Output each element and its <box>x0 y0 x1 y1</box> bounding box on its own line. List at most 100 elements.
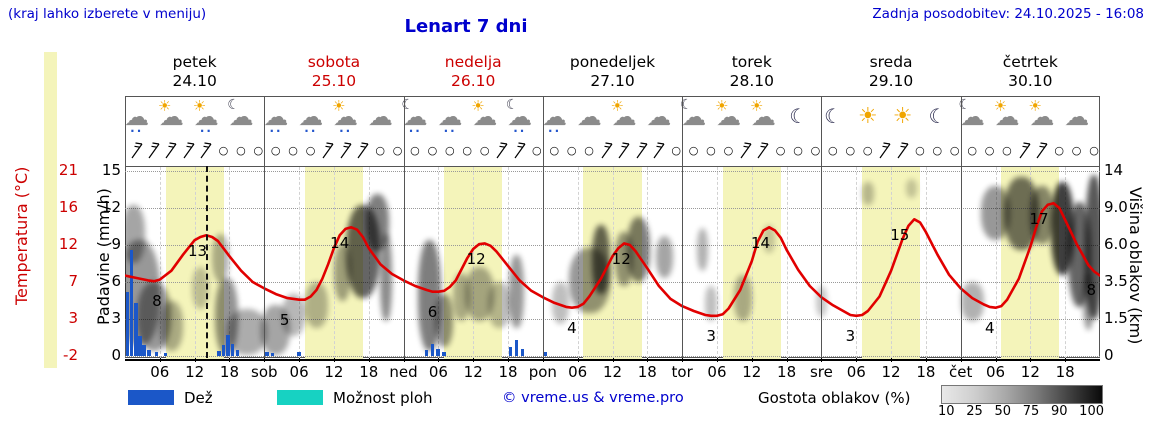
rain-bar <box>147 349 151 356</box>
showers-legend-swatch <box>277 390 323 405</box>
copyright-link[interactable]: © vreme.us & vreme.pro <box>502 390 684 406</box>
rain-drops-glyph: ∙∙ <box>443 124 457 138</box>
cloud-scale-value: 90 <box>1050 404 1068 419</box>
cloud-glyph: ☁ <box>750 102 776 131</box>
calm-wind-icon: ○ <box>862 144 873 157</box>
calm-wind-icon: ○ <box>479 144 490 157</box>
rain-bar <box>430 343 435 356</box>
wind-barb-icon <box>164 142 178 163</box>
calm-wind-icon: ○ <box>1071 144 1082 157</box>
wind-barb-icon <box>339 142 353 163</box>
calm-wind-icon: ○ <box>723 144 734 157</box>
rain-bar <box>265 352 269 356</box>
cloud-density-blob <box>696 228 709 271</box>
rain-bar <box>436 348 440 356</box>
x-tick-label: 06 <box>568 363 588 381</box>
cloud-density-blob <box>212 234 230 283</box>
cloud-glyph: ☁ <box>611 102 637 131</box>
x-tick-label: 06 <box>428 363 448 381</box>
day-date: 26.10 <box>451 72 496 90</box>
temperature-value-label: 14 <box>750 234 771 253</box>
x-tick-label: 12 <box>463 363 483 381</box>
rain-bar <box>230 343 235 356</box>
cloud-rain-icon: ☁ ∙∙ <box>433 100 467 138</box>
calm-wind-icon: ○ <box>1089 144 1099 157</box>
calm-wind-icon: ○ <box>1054 144 1064 157</box>
moon-glyph: ☾ <box>227 97 240 113</box>
temperature-value-label: 13 <box>187 242 208 261</box>
cloud-height-tick: 9.0 <box>1104 198 1128 216</box>
cloud-density-blob <box>551 282 569 325</box>
wind-barb-icon <box>513 142 527 163</box>
sun-cloud-icon: ☀ ☁ <box>468 97 502 138</box>
day-headers: petek 24.10 sobota 25.10 nedelja 26.10 ponedel… <box>0 53 1152 95</box>
wind-symbols-row: ○ ○ ○ ○ ○ ○ ○ ○ ○ ○ ○ ○ ○ ○ ○ ○ ○ ○ ○ ○ ○ ○ ○ ○ ○ ○ ○ ○ ○ ○ ○ ○ ○ ○ ○ ○ <box>0 140 1152 165</box>
rain-bar <box>138 336 142 356</box>
calm-wind-icon: ○ <box>566 144 577 157</box>
cloud-glyph: ☁ <box>716 102 742 131</box>
sun-glyph: ☀ <box>157 97 172 115</box>
vertical-gridline <box>716 167 718 359</box>
sun-glyph: ☀ <box>857 104 878 129</box>
rain-bar <box>226 335 230 356</box>
location-hint: (kraj lahko izberete v meniju) <box>8 6 207 22</box>
vertical-gridline <box>925 167 927 359</box>
x-tick-label: sob <box>251 363 278 381</box>
temperature-tick: 7 <box>68 272 78 290</box>
cloud-density-blob <box>1082 272 1095 331</box>
day-name: ponedeljek <box>569 53 656 71</box>
wind-barb-icon <box>321 142 335 163</box>
vertical-gridline <box>786 167 788 359</box>
calm-wind-icon: ○ <box>584 144 594 157</box>
moon-cloud-icon: ☾ ☁ <box>955 97 989 138</box>
cloud-rain-icon: ☁ ∙∙ <box>537 100 571 138</box>
sun-cloud-rain-icon: ☀ ☁ ∙∙ <box>329 97 363 138</box>
sun-cloud-icon: ☀ ☁ <box>712 97 746 138</box>
moon-glyph: ☾ <box>824 104 842 128</box>
cloud-density-blob <box>487 282 511 329</box>
rain-drops-glyph: ∙∙ <box>199 124 213 138</box>
sun-icon: ☀ <box>886 100 920 138</box>
cloud-rain-icon: ☁ ∙∙ <box>294 100 328 138</box>
temperature-curve <box>125 201 1100 318</box>
cloud-glyph: ☁ <box>1029 102 1055 131</box>
precip-tick: 0 <box>111 346 121 364</box>
precip-tick: 15 <box>101 161 121 179</box>
temperature-value-label: 8 <box>152 292 162 311</box>
vertical-gridline <box>856 167 858 359</box>
day-header: petek 24.10 <box>172 53 216 91</box>
rain-bar <box>520 348 525 356</box>
vertical-gridline <box>333 167 335 359</box>
cloud-density-blob <box>380 234 392 321</box>
cloud-density-blob <box>418 239 442 352</box>
rain-bar <box>270 352 275 356</box>
calm-wind-icon: ○ <box>236 144 246 157</box>
vertical-gridline <box>995 167 997 359</box>
sun-cloud-icon: ☀ ☁ <box>154 97 188 138</box>
x-tick-label: 06 <box>289 363 309 381</box>
sun-cloud-icon: ☀ ☁ <box>746 97 780 138</box>
cloud-glyph: ☁ <box>681 102 707 131</box>
rain-drops-glyph: ∙∙ <box>130 124 144 138</box>
vertical-gridline <box>194 167 196 359</box>
cloud-glyph: ☁ <box>333 102 359 131</box>
vertical-gridline <box>612 167 614 359</box>
cloud-scale-value: 100 <box>1079 404 1104 419</box>
rain-bar <box>142 344 146 356</box>
cloud-glyph: ☁ <box>124 102 150 131</box>
temperature-value-label: 15 <box>890 226 910 245</box>
rain-bar <box>163 352 168 356</box>
cloud-density-blob <box>435 293 453 348</box>
calm-wind-icon: ○ <box>549 144 560 157</box>
day-header: nedelja 26.10 <box>445 53 502 91</box>
day-name: petek <box>172 53 217 71</box>
moon-glyph: ☾ <box>928 104 947 128</box>
moon-cloud-icon: ☾ ☁ <box>677 97 711 138</box>
temperature-tick: 12 <box>58 235 78 253</box>
day-date: 24.10 <box>172 72 217 90</box>
x-tick-label: 12 <box>881 363 901 381</box>
sun-glyph: ☀ <box>331 97 346 115</box>
sun-glyph: ☀ <box>610 97 625 115</box>
rain-bar <box>508 347 513 356</box>
